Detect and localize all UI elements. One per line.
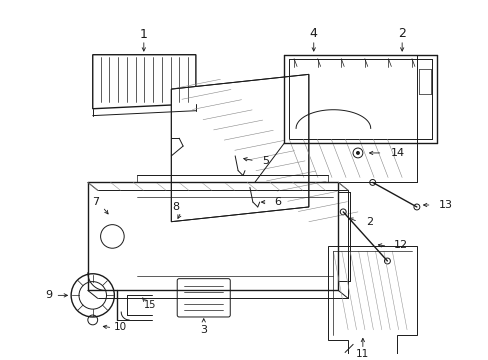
Circle shape [413,204,419,210]
Polygon shape [171,75,308,222]
Circle shape [369,180,375,185]
Circle shape [355,151,359,155]
Circle shape [384,258,389,264]
Text: 11: 11 [355,349,369,359]
Text: 2: 2 [365,217,372,227]
Text: 2: 2 [397,27,405,40]
Text: 12: 12 [393,240,407,250]
Text: 8: 8 [172,202,180,212]
Text: 10: 10 [113,322,126,332]
Text: 1: 1 [140,28,147,41]
Text: 9: 9 [45,291,52,300]
Circle shape [340,209,346,215]
Text: 7: 7 [92,197,99,207]
Text: 6: 6 [274,197,281,207]
Text: 4: 4 [309,27,317,40]
Text: 14: 14 [389,148,404,158]
Text: 5: 5 [262,156,269,166]
Text: 15: 15 [143,300,156,310]
Text: 3: 3 [200,325,207,335]
Text: 13: 13 [438,200,451,210]
